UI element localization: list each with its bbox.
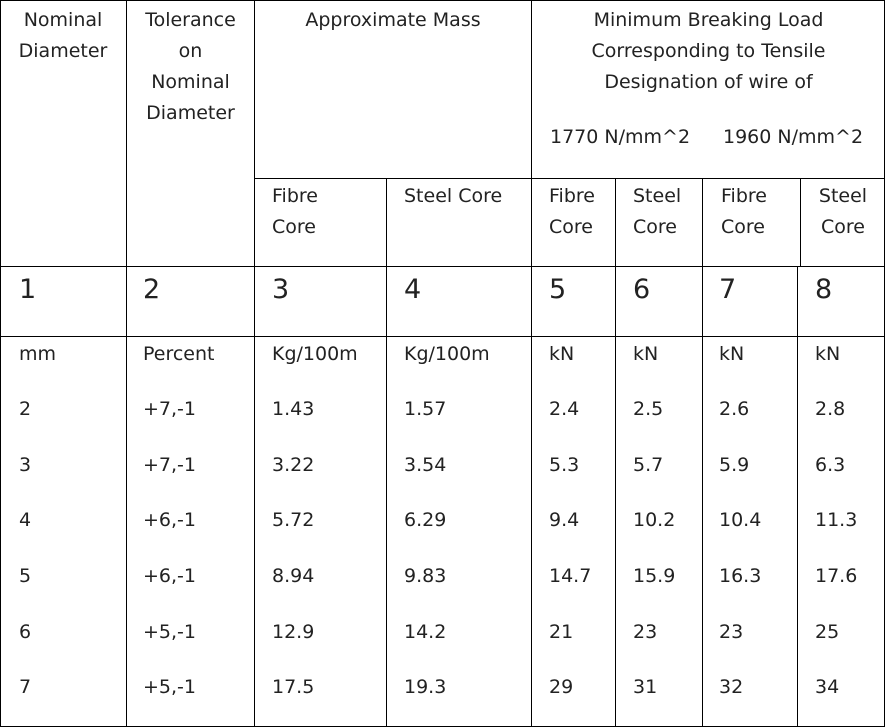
table-cell: 2.8: [815, 398, 846, 420]
grade-1960-label: 1960 N/mm^2: [723, 126, 864, 148]
column-number: 3: [272, 274, 290, 305]
unit-cell: Percent: [143, 343, 215, 365]
table-cell: 21: [549, 621, 574, 643]
table-cell: 10.2: [633, 509, 676, 531]
core-label-col3: Fibre Core: [272, 185, 318, 238]
table-cell: 23: [719, 621, 744, 643]
row-divider-units: [0, 336, 885, 337]
table-cell: +6,-1: [143, 565, 196, 587]
unit-cell: kN: [549, 343, 575, 365]
table-border-left: [0, 0, 1, 727]
col-divider-lower: [797, 266, 798, 727]
col-divider: [702, 178, 703, 727]
column-number: 4: [404, 274, 422, 305]
table-cell: 9.83: [404, 565, 447, 587]
col-divider: [386, 178, 387, 727]
table-cell: 5.7: [633, 454, 664, 476]
core-label-col8: Steel Core: [818, 185, 868, 238]
table-cell: 11.3: [815, 509, 858, 531]
table-cell: 3: [19, 454, 32, 476]
unit-cell: kN: [815, 343, 841, 365]
core-label-col4: Steel Core: [404, 185, 503, 207]
core-label-col5: Fibre Core: [549, 185, 595, 238]
table-cell: +7,-1: [143, 454, 196, 476]
column-number: 2: [143, 274, 161, 305]
header-tolerance: Tolerance on Nominal Diameter: [145, 9, 236, 124]
table-cell: 31: [633, 676, 658, 698]
table-cell: 23: [633, 621, 658, 643]
table-border-top: [0, 0, 885, 1]
table-cell: +7,-1: [143, 398, 196, 420]
table-cell: 25: [815, 621, 840, 643]
core-label-col7: Fibre Core: [721, 185, 767, 238]
table-cell: 12.9: [272, 621, 315, 643]
table-cell: 17.5: [272, 676, 315, 698]
col-divider: [615, 178, 616, 727]
table-cell: 2.5: [633, 398, 664, 420]
table-cell: 16.3: [719, 565, 762, 587]
header-nominal-diameter: Nominal Diameter: [18, 9, 108, 62]
column-number: 6: [633, 274, 651, 305]
table-cell: 1.57: [404, 398, 447, 420]
table-cell: 17.6: [815, 565, 858, 587]
table-cell: 5.72: [272, 509, 315, 531]
table-cell: 2: [19, 398, 32, 420]
col-divider: [531, 0, 532, 727]
column-number: 8: [815, 274, 833, 305]
table-cell: +5,-1: [143, 621, 196, 643]
header-approximate-mass: Approximate Mass: [305, 9, 481, 31]
table-cell: 14.2: [404, 621, 447, 643]
table-cell: 3.54: [404, 454, 447, 476]
table-cell: 2.6: [719, 398, 750, 420]
table-cell: 6.29: [404, 509, 447, 531]
unit-cell: mm: [19, 343, 57, 365]
col-divider: [126, 0, 127, 727]
table-cell: 6.3: [815, 454, 846, 476]
table-cell: 7: [19, 676, 32, 698]
table-cell: 15.9: [633, 565, 676, 587]
table-cell: 3.22: [272, 454, 315, 476]
column-number: 1: [19, 274, 37, 305]
unit-cell: kN: [633, 343, 659, 365]
header-minimum-breaking-load: Minimum Breaking Load Corresponding to T…: [591, 9, 826, 93]
unit-cell: Kg/100m: [404, 343, 490, 365]
table-cell: +5,-1: [143, 676, 196, 698]
unit-cell: kN: [719, 343, 745, 365]
table-cell: 9.4: [549, 509, 580, 531]
table-cell: 34: [815, 676, 840, 698]
table-cell: 1.43: [272, 398, 315, 420]
table-cell: 32: [719, 676, 744, 698]
unit-cell: Kg/100m: [272, 343, 358, 365]
table-cell: 29: [549, 676, 574, 698]
table-cell: 5: [19, 565, 32, 587]
table-cell: 4: [19, 509, 32, 531]
column-number: 7: [719, 274, 737, 305]
table-cell: 5.9: [719, 454, 750, 476]
table-cell: 14.7: [549, 565, 592, 587]
row-divider-numbers: [0, 266, 885, 267]
col-divider-upper: [800, 178, 801, 266]
grade-1770-label: 1770 N/mm^2: [550, 126, 691, 148]
table-cell: 5.3: [549, 454, 580, 476]
column-number: 5: [549, 274, 567, 305]
core-label-col6: Steel Core: [633, 185, 682, 238]
table-cell: 6: [19, 621, 32, 643]
table-cell: +6,-1: [143, 509, 196, 531]
table-cell: 19.3: [404, 676, 447, 698]
table-cell: 10.4: [719, 509, 762, 531]
table-cell: 2.4: [549, 398, 580, 420]
table-cell: 8.94: [272, 565, 315, 587]
row-divider-core: [254, 178, 885, 179]
col-divider: [254, 0, 255, 727]
